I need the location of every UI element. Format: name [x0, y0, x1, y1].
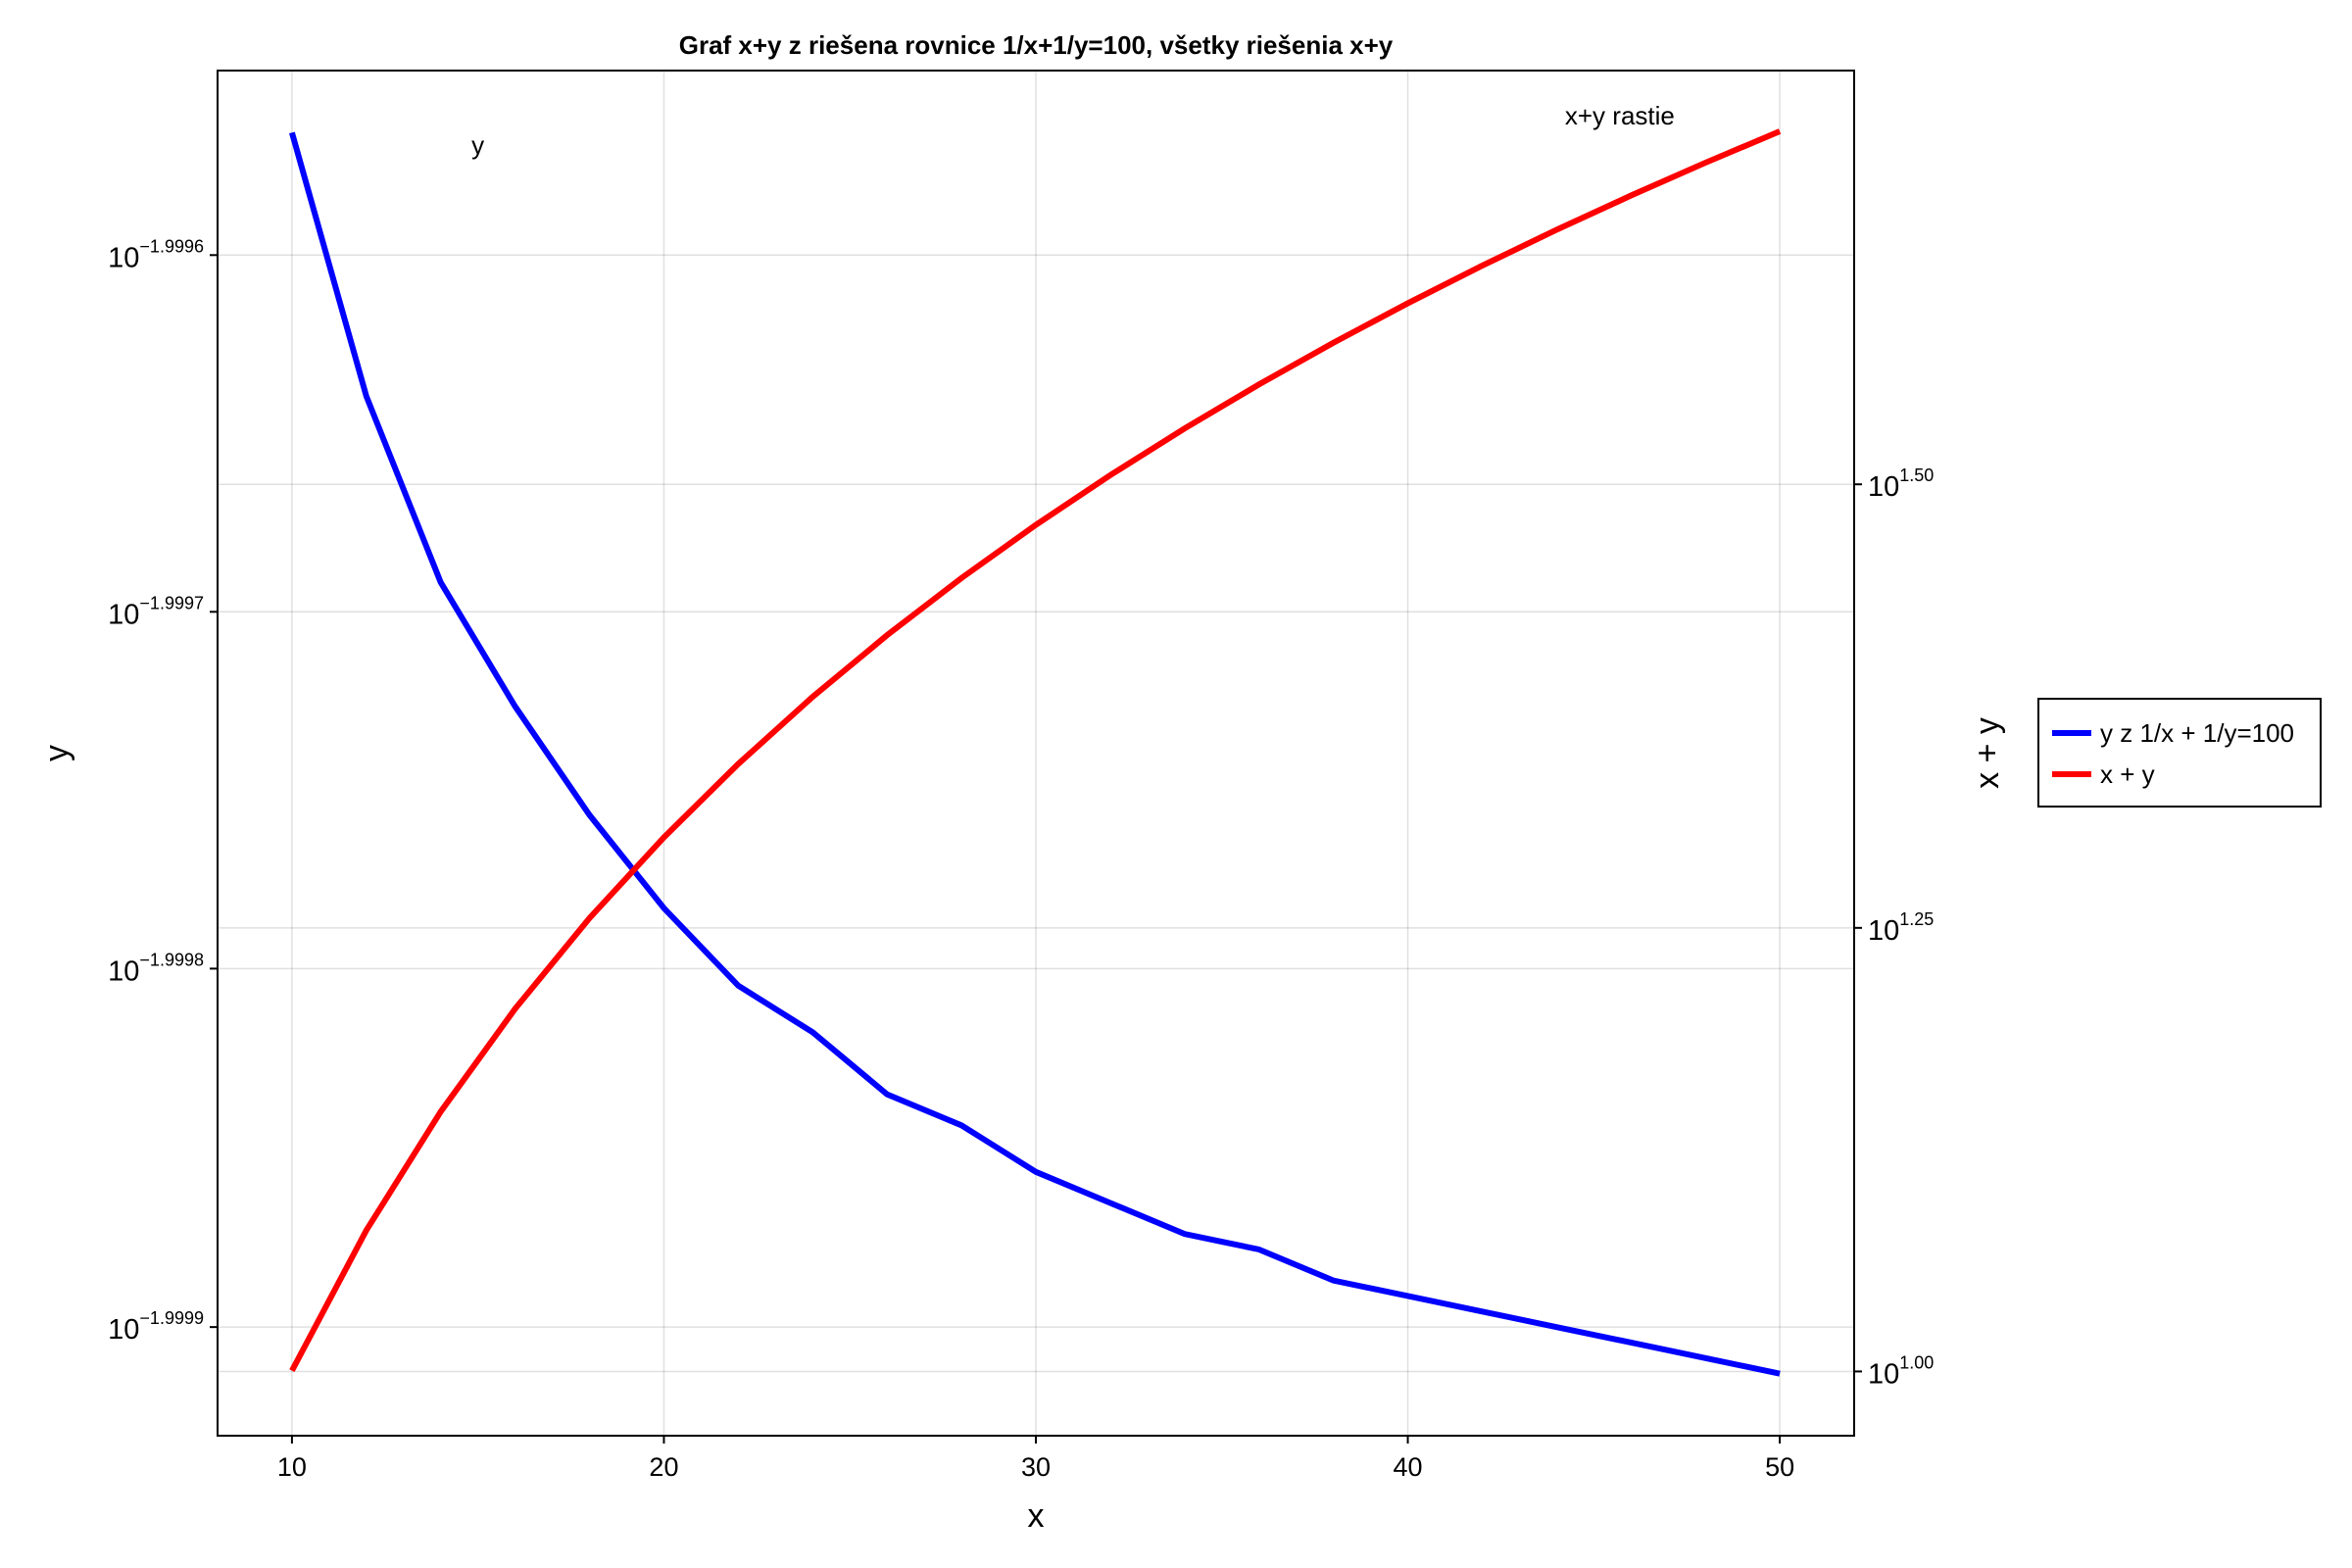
- y-tick-label: 10−1.9999: [108, 1308, 204, 1346]
- legend-label: y z 1/x + 1/y=100: [2100, 718, 2294, 748]
- legend-box: [2037, 698, 2322, 808]
- chart-title: Graf x+y z riešena rovnice 1/x+1/y=100, …: [679, 30, 1394, 60]
- y2-tick-label: 101.50: [1868, 466, 1934, 503]
- y2-axis-label: x + y: [1969, 717, 2006, 789]
- x-tick-label: 10: [277, 1452, 307, 1482]
- y2-tick-label-exponent: 1.25: [1899, 909, 1934, 929]
- y-tick-label-base: 10: [108, 242, 139, 273]
- annotation: x+y rastie: [1565, 101, 1675, 130]
- y2-tick-label-base: 10: [1868, 914, 1899, 946]
- y-tick-label-exponent: −1.9996: [139, 236, 204, 256]
- data-line: [289, 128, 1782, 1373]
- y-tick-label-exponent: −1.9997: [139, 593, 204, 612]
- x-tick-label: 30: [1021, 1452, 1051, 1482]
- data-line: [289, 131, 1781, 1377]
- y2-tick-label: 101.00: [1868, 1352, 1934, 1390]
- x-tick-label: 40: [1394, 1452, 1423, 1482]
- y2-tick-label-base: 10: [1868, 1358, 1899, 1390]
- y2-tick-label: 101.25: [1868, 909, 1934, 947]
- x-tick-label: 20: [649, 1452, 678, 1482]
- annotation: y: [471, 130, 484, 160]
- y2-tick-label-base: 10: [1868, 471, 1899, 503]
- y-tick-label: 10−1.9997: [108, 593, 204, 630]
- x-axis-label: x: [1028, 1497, 1045, 1535]
- y-tick-label-base: 10: [108, 1314, 139, 1346]
- y-tick-label: 10−1.9996: [108, 236, 204, 273]
- x-tick-label: 50: [1765, 1452, 1794, 1482]
- y-tick-label: 10−1.9998: [108, 950, 204, 987]
- y-tick-label-base: 10: [108, 599, 139, 630]
- legend-label: x + y: [2100, 760, 2155, 789]
- y-tick-label-exponent: −1.9998: [139, 950, 204, 969]
- y-tick-label-exponent: −1.9999: [139, 1308, 204, 1328]
- y-tick-label-base: 10: [108, 956, 139, 987]
- y2-tick-label-exponent: 1.00: [1899, 1352, 1934, 1372]
- y2-tick-label-exponent: 1.50: [1899, 466, 1934, 485]
- y-axis-label: y: [38, 745, 75, 761]
